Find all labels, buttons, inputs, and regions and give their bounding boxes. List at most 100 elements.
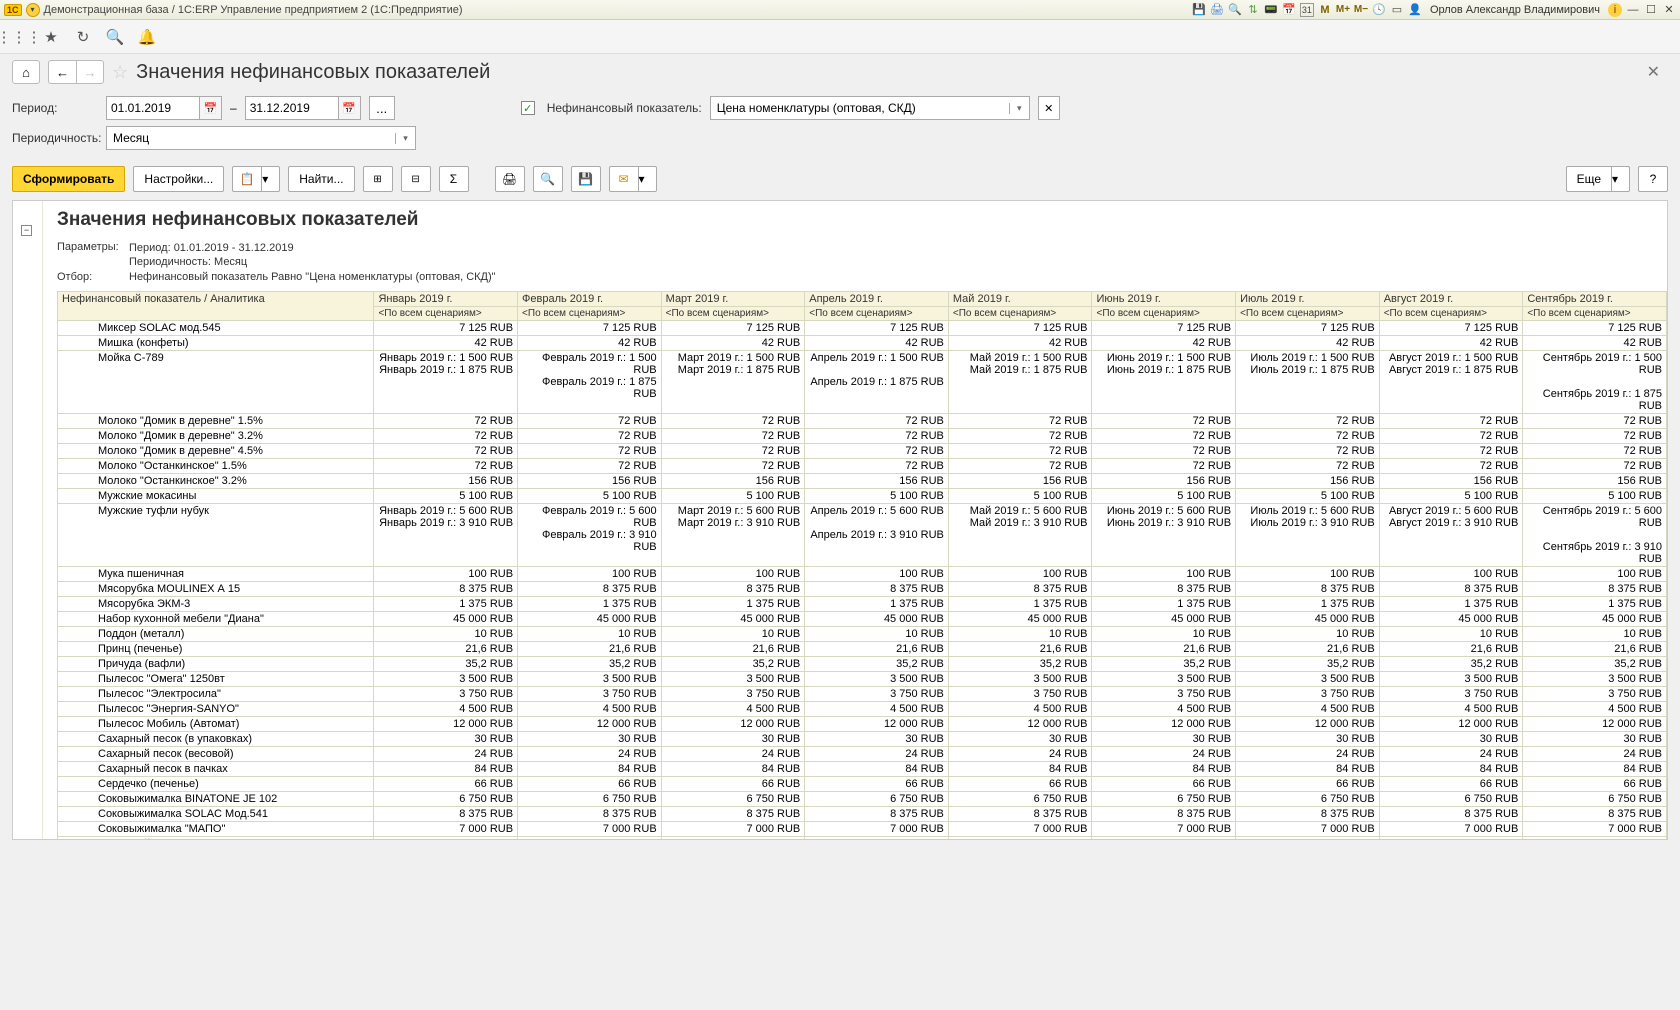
preview-button[interactable]: 🔍 bbox=[533, 166, 563, 192]
settings-button[interactable]: Настройки... bbox=[133, 166, 224, 192]
calc-icon[interactable]: 📟 bbox=[1264, 3, 1278, 17]
cell-value: 66 RUB bbox=[1092, 777, 1236, 792]
minimize-icon[interactable]: — bbox=[1626, 3, 1640, 17]
more-dropdown-icon[interactable]: ▾ bbox=[1612, 166, 1630, 192]
table-row[interactable]: Мука пшеничная100 RUB100 RUB100 RUB100 R… bbox=[58, 567, 1667, 582]
table-row[interactable]: Пылесос "Омега" 1250вт3 500 RUB3 500 RUB… bbox=[58, 672, 1667, 687]
collapse-all-button[interactable]: ⊟ bbox=[401, 166, 431, 192]
table-row[interactable]: Молоко "Домик в деревне" 1.5%72 RUB72 RU… bbox=[58, 414, 1667, 429]
variants-dropdown-icon[interactable]: ▾ bbox=[262, 166, 280, 192]
close-tab-button[interactable]: ✕ bbox=[1639, 62, 1668, 82]
app-menu-dropdown[interactable]: ▾ bbox=[26, 3, 40, 17]
cell-value: 72 RUB bbox=[805, 459, 949, 474]
report-scroll[interactable]: Значения нефинансовых показателей Параме… bbox=[13, 201, 1667, 839]
col-scenario-5: <По всем сценариям> bbox=[1092, 307, 1236, 321]
table-row[interactable]: Набор кухонной мебели "Диана"45 000 RUB4… bbox=[58, 612, 1667, 627]
variants-split-button[interactable]: 📋 ▾ bbox=[232, 166, 280, 192]
m-minus-icon[interactable]: M− bbox=[1354, 3, 1368, 17]
table-row[interactable]: Сахарный песок (весовой)24 RUB24 RUB24 R… bbox=[58, 747, 1667, 762]
date-to-picker-icon[interactable]: 📅 bbox=[338, 97, 360, 119]
table-row[interactable]: Мясорубка MOULINEX А 158 375 RUB8 375 RU… bbox=[58, 582, 1667, 597]
email-dropdown-icon[interactable]: ▾ bbox=[639, 166, 657, 192]
bell-icon[interactable]: 🔔 bbox=[138, 28, 156, 46]
star-icon[interactable]: ★ bbox=[42, 28, 60, 46]
cell-value: Июль 2019 г.: 1 500 RUB Июль 2019 г.: 1 … bbox=[1236, 351, 1380, 414]
table-row[interactable]: Поддон (металл)10 RUB10 RUB10 RUB10 RUB1… bbox=[58, 627, 1667, 642]
table-row[interactable]: Мясорубка ЭКМ-31 375 RUB1 375 RUB1 375 R… bbox=[58, 597, 1667, 612]
email-split-button[interactable]: ✉ ▾ bbox=[609, 166, 657, 192]
cell-value: 84 RUB bbox=[805, 762, 949, 777]
table-row[interactable]: Пылесос "Энергия-SANYO"4 500 RUB4 500 RU… bbox=[58, 702, 1667, 717]
period-more-button[interactable]: ... bbox=[369, 96, 395, 120]
indicator-select[interactable]: Цена номенклатуры (оптовая, СКД) ▾ bbox=[710, 96, 1030, 120]
date-from-picker-icon[interactable]: 📅 bbox=[199, 97, 221, 119]
find-button[interactable]: Найти... bbox=[288, 166, 354, 192]
table-row[interactable]: Сахарный песок (в упаковках)30 RUB30 RUB… bbox=[58, 732, 1667, 747]
maximize-icon[interactable]: ☐ bbox=[1644, 3, 1658, 17]
email-icon[interactable]: ✉ bbox=[609, 166, 639, 192]
table-row[interactable]: Мужские туфли нубукЯнварь 2019 г.: 5 600… bbox=[58, 504, 1667, 567]
forward-button[interactable]: → bbox=[76, 60, 104, 84]
table-row[interactable]: Молоко "Домик в деревне" 4.5%72 RUB72 RU… bbox=[58, 444, 1667, 459]
cell-value: 30 RUB bbox=[1379, 732, 1523, 747]
indicator-dropdown-icon[interactable]: ▾ bbox=[1009, 103, 1029, 114]
table-row[interactable]: Молоко "Останкинское" 1.5%72 RUB72 RUB72… bbox=[58, 459, 1667, 474]
date-to-field[interactable]: 31.12.2019 📅 bbox=[245, 96, 361, 120]
periodicity-select[interactable]: Месяц ▾ bbox=[106, 126, 416, 150]
table-row[interactable]: Мишка (конфеты)42 RUB42 RUB42 RUB42 RUB4… bbox=[58, 336, 1667, 351]
save-icon[interactable]: 💾 bbox=[1192, 3, 1206, 17]
print-icon[interactable]: 🖨 bbox=[1210, 3, 1224, 17]
table-row[interactable]: Миксер SOLAC мод.5457 125 RUB7 125 RUB7 … bbox=[58, 321, 1667, 336]
m-plus-icon[interactable]: M+ bbox=[1336, 3, 1350, 17]
table-row[interactable]: Соковыжималка SOLAC Мод.5418 375 RUB8 37… bbox=[58, 807, 1667, 822]
window-icon[interactable]: ▭ bbox=[1390, 3, 1404, 17]
indicator-checkbox[interactable]: ✓ bbox=[521, 101, 535, 115]
variants-icon[interactable]: 📋 bbox=[232, 166, 262, 192]
export-button[interactable]: 💾 bbox=[571, 166, 601, 192]
table-row[interactable]: Сахарный песок в пачках84 RUB84 RUB84 RU… bbox=[58, 762, 1667, 777]
info-icon[interactable]: i bbox=[1608, 3, 1622, 17]
table-row[interactable]: Соковыжималка BINATONE JE 1026 750 RUB6 … bbox=[58, 792, 1667, 807]
favorite-toggle[interactable]: ☆ bbox=[112, 62, 128, 83]
table-row[interactable]: Спальный гарнитур "Стелла"31 000 RUB31 0… bbox=[58, 837, 1667, 840]
close-icon[interactable]: ✕ bbox=[1662, 3, 1676, 17]
more-button[interactable]: Еще bbox=[1566, 166, 1612, 192]
table-row[interactable]: Причуда (вафли)35,2 RUB35,2 RUB35,2 RUB3… bbox=[58, 657, 1667, 672]
collapse-node-button[interactable]: − bbox=[21, 225, 32, 236]
table-row[interactable]: Мужские мокасины5 100 RUB5 100 RUB5 100 … bbox=[58, 489, 1667, 504]
back-button[interactable]: ← bbox=[48, 60, 76, 84]
help-button[interactable]: ? bbox=[1638, 166, 1668, 192]
indicator-clear-button[interactable]: ✕ bbox=[1038, 96, 1060, 120]
table-row[interactable]: Принц (печенье)21,6 RUB21,6 RUB21,6 RUB2… bbox=[58, 642, 1667, 657]
date-icon[interactable]: 31 bbox=[1300, 3, 1314, 17]
table-row[interactable]: Молоко "Домик в деревне" 3.2%72 RUB72 RU… bbox=[58, 429, 1667, 444]
table-row[interactable]: Мойка С-789Январь 2019 г.: 1 500 RUB Янв… bbox=[58, 351, 1667, 414]
table-row[interactable]: Пылесос Мобиль (Автомат)12 000 RUB12 000… bbox=[58, 717, 1667, 732]
home-button[interactable]: ⌂ bbox=[12, 60, 40, 84]
compare-icon[interactable]: ⇅ bbox=[1246, 3, 1260, 17]
table-row[interactable]: Соковыжималка "МАПО"7 000 RUB7 000 RUB7 … bbox=[58, 822, 1667, 837]
form-button[interactable]: Сформировать bbox=[12, 166, 125, 192]
more-split-button[interactable]: Еще ▾ bbox=[1566, 166, 1630, 192]
print-button[interactable]: 🖨 bbox=[495, 166, 525, 192]
cell-value: 1 375 RUB bbox=[1092, 597, 1236, 612]
m-icon[interactable]: M bbox=[1318, 3, 1332, 17]
apps-icon[interactable]: ⋮⋮⋮ bbox=[10, 28, 28, 46]
periodicity-dropdown-icon[interactable]: ▾ bbox=[395, 133, 415, 144]
preview-icon[interactable]: 🔍 bbox=[1228, 3, 1242, 17]
expand-all-button[interactable]: ⊞ bbox=[363, 166, 393, 192]
history-icon[interactable]: ↻ bbox=[74, 28, 92, 46]
cell-value: Февраль 2019 г.: 5 600 RUB Февраль 2019 … bbox=[518, 504, 662, 567]
search-icon[interactable]: 🔍 bbox=[106, 28, 124, 46]
time-icon[interactable]: 🕓 bbox=[1372, 3, 1386, 17]
cell-value: 8 375 RUB bbox=[374, 582, 518, 597]
date-from-field[interactable]: 01.01.2019 📅 bbox=[106, 96, 222, 120]
calendar-icon[interactable]: 📅 bbox=[1282, 3, 1296, 17]
cell-name: Соковыжималка BINATONE JE 102 bbox=[58, 792, 374, 807]
sum-button[interactable]: Σ bbox=[439, 166, 469, 192]
table-row[interactable]: Пылесос "Электросила"3 750 RUB3 750 RUB3… bbox=[58, 687, 1667, 702]
table-row[interactable]: Молоко "Останкинское" 3.2%156 RUB156 RUB… bbox=[58, 474, 1667, 489]
cell-value: 21,6 RUB bbox=[518, 642, 662, 657]
cell-value: 156 RUB bbox=[374, 474, 518, 489]
table-row[interactable]: Сердечко (печенье)66 RUB66 RUB66 RUB66 R… bbox=[58, 777, 1667, 792]
